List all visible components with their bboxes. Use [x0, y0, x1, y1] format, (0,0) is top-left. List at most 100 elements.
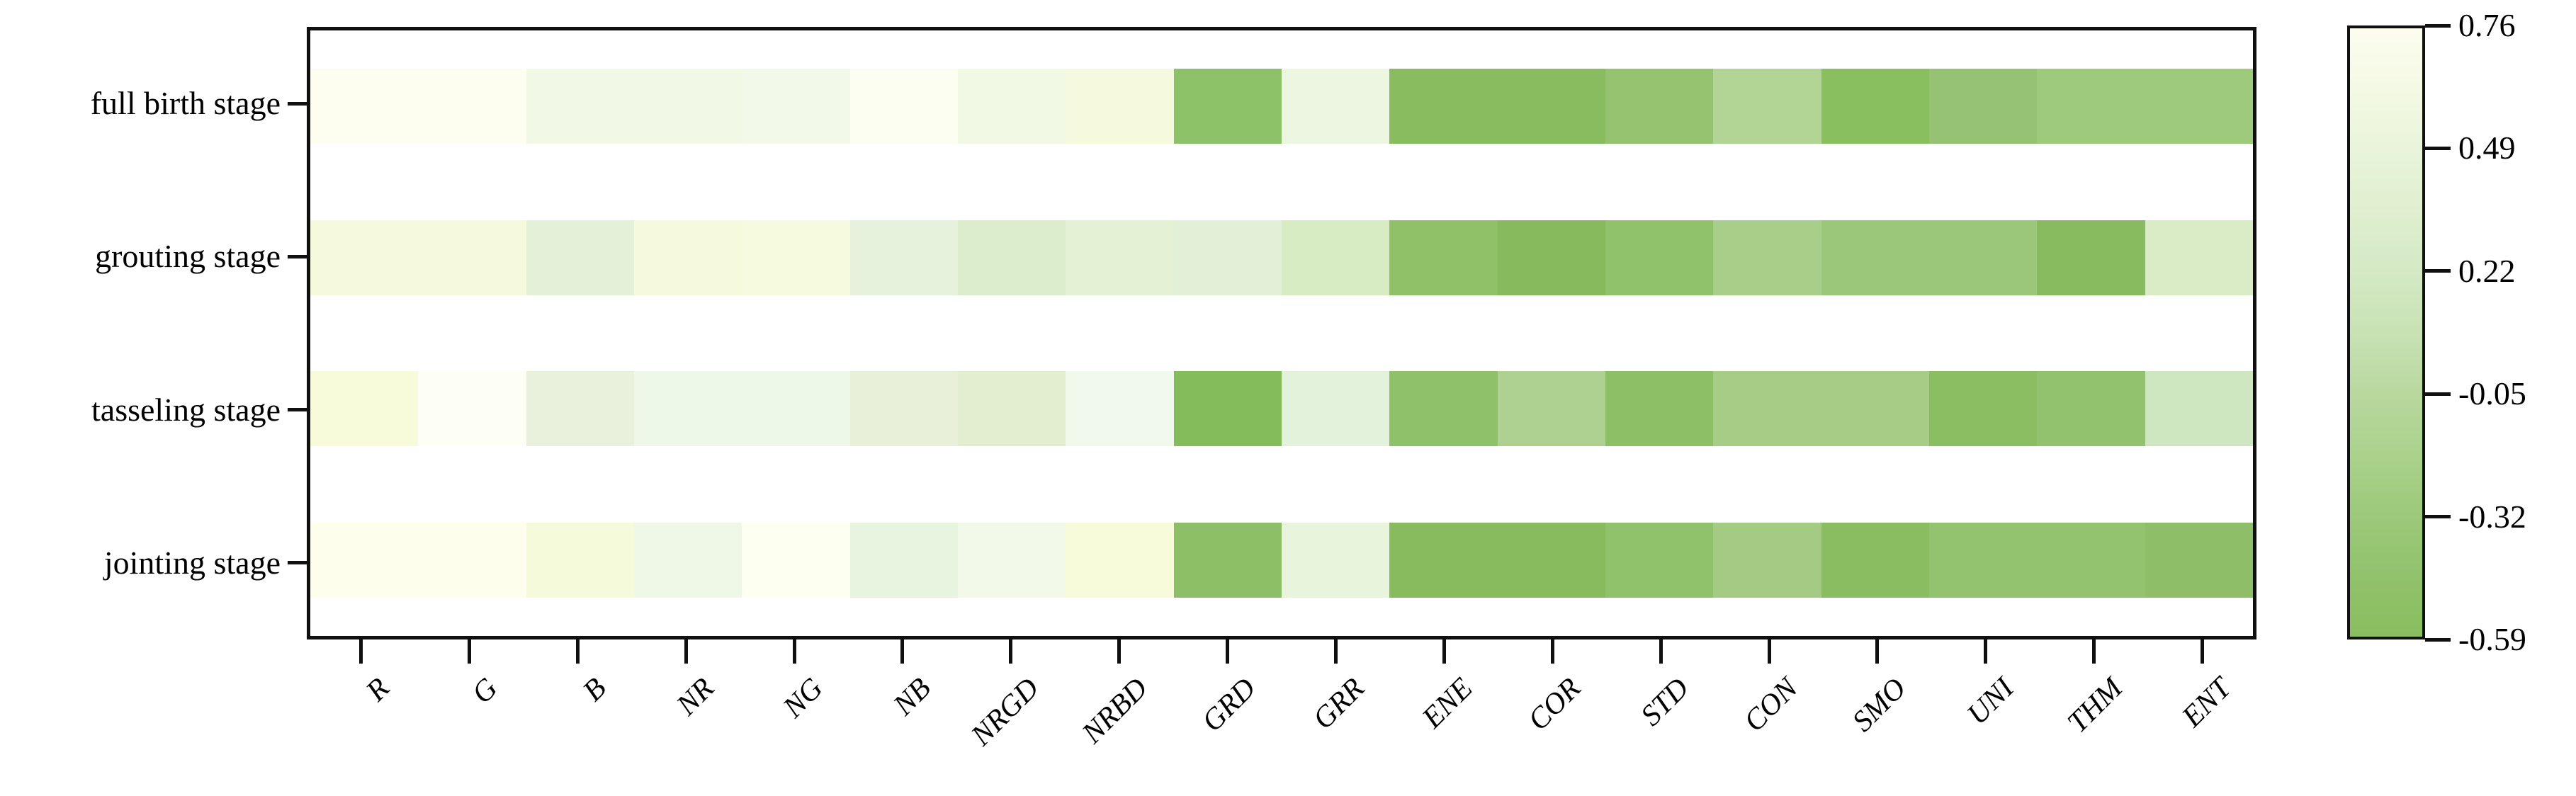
heatmap-cell [1173, 220, 1282, 295]
y-axis-label: jointing stage [103, 544, 281, 581]
x-axis-tick [358, 639, 363, 664]
heatmap-row [310, 30, 2253, 182]
heatmap-row [310, 484, 2253, 636]
heatmap-cell [1389, 371, 1498, 447]
x-axis-label: THM [2061, 671, 2129, 739]
heatmap-row [310, 334, 2253, 485]
heatmap-cell [1713, 371, 1821, 447]
heatmap-cell [633, 68, 742, 144]
x-axis-label: G [465, 671, 504, 710]
x-axis-label: COR [1522, 671, 1588, 737]
y-axis-tick [288, 254, 307, 258]
y-axis-tick [288, 101, 307, 106]
colorbar-tick [2425, 23, 2451, 28]
heatmap-cell [742, 523, 850, 598]
y-axis-tick [288, 561, 307, 565]
heatmap-cell [1821, 371, 1929, 447]
heatmap-cell [1605, 523, 1714, 598]
heatmap-cell [418, 220, 526, 295]
heatmap-cell [418, 68, 526, 144]
x-axis-tick [1117, 639, 1122, 664]
heatmap-cell [1066, 371, 1174, 447]
heatmap-cell [1497, 371, 1605, 447]
heatmap-cell [1281, 523, 1390, 598]
x-axis-label: NB [887, 671, 938, 722]
heatmap-cell [633, 220, 742, 295]
colorbar-tick-label: 0.22 [2458, 252, 2516, 289]
heatmap-cell [1066, 68, 1174, 144]
heatmap-cell [957, 523, 1066, 598]
heatmap-cell [1821, 523, 1929, 598]
heatmap-cell [1497, 220, 1605, 295]
heatmap-cell [1713, 220, 1821, 295]
x-axis-tick [1442, 639, 1446, 664]
heatmap-cell [849, 523, 958, 598]
heatmap-cell [1821, 68, 1929, 144]
x-axis-tick [2092, 639, 2096, 664]
x-axis-tick [575, 639, 580, 664]
heatmap-cell [1821, 220, 1929, 295]
colorbar-tick-label: -0.59 [2458, 621, 2526, 657]
heatmap-cell [1928, 220, 2038, 295]
x-axis-label: GRD [1196, 671, 1262, 739]
heatmap-row-band [310, 371, 2253, 447]
colorbar-tick [2425, 637, 2451, 642]
heatmap-cell [1173, 371, 1282, 447]
heatmap-cell [2037, 371, 2145, 447]
heatmap-cell [849, 68, 958, 144]
heatmap-cell [2145, 220, 2253, 295]
y-axis-label: full birth stage [90, 85, 281, 122]
heatmap-cell [526, 220, 634, 295]
x-axis-tick [792, 639, 796, 664]
y-axis-label: tasseling stage [91, 391, 281, 428]
x-axis-tick [1659, 639, 1663, 664]
heatmap-cell [2145, 523, 2253, 598]
heatmap-cell [310, 523, 419, 598]
heatmap-cell [2145, 371, 2253, 447]
x-axis-label: ENT [2175, 671, 2237, 734]
heatmap-cell [1605, 371, 1714, 447]
heatmap-cell [1713, 68, 1821, 144]
heatmap-cell [526, 68, 634, 144]
heatmap-cell [1066, 220, 1174, 295]
heatmap-cell [849, 220, 958, 295]
heatmap-cell [1066, 523, 1174, 598]
heatmap-cell [957, 68, 1066, 144]
colorbar-tick [2425, 392, 2451, 396]
heatmap-cell [2037, 220, 2145, 295]
heatmap-cell [1173, 68, 1282, 144]
x-axis-label: NRGD [965, 671, 1046, 753]
heatmap-cell [310, 371, 419, 447]
colorbar [2347, 25, 2425, 639]
x-axis-label: STD [1635, 671, 1696, 733]
colorbar-tick [2425, 269, 2451, 273]
heatmap-cell [1281, 371, 1390, 447]
heatmap-cell [1173, 523, 1282, 598]
x-axis-tick [1767, 639, 1771, 664]
x-axis-tick [1875, 639, 1880, 664]
x-axis-label: UNI [1961, 671, 2021, 732]
heatmap-cell [957, 371, 1066, 447]
heatmap-cell [742, 68, 850, 144]
heatmap-cell [310, 220, 419, 295]
colorbar-tick [2425, 146, 2451, 150]
x-axis-label: B [576, 671, 613, 708]
x-axis-label: NR [670, 671, 721, 722]
colorbar-tick-label: -0.05 [2458, 375, 2526, 412]
x-axis-label: SMO [1846, 671, 1913, 739]
heatmap-cell [1605, 68, 1714, 144]
heatmap-cell [633, 371, 742, 447]
x-axis-tick [900, 639, 905, 664]
heatmap-cell [526, 523, 634, 598]
heatmap-cell [1281, 68, 1390, 144]
colorbar-tick-label: -0.32 [2458, 498, 2526, 535]
heatmap-cell [1928, 523, 2038, 598]
heatmap-row-band [310, 68, 2253, 144]
heatmap-cell [849, 371, 958, 447]
heatmap-plot-area [307, 27, 2256, 639]
heatmap-row [310, 182, 2253, 334]
x-axis-tick [1550, 639, 1554, 664]
heatmap-cell [418, 371, 526, 447]
x-axis-tick [1226, 639, 1230, 664]
